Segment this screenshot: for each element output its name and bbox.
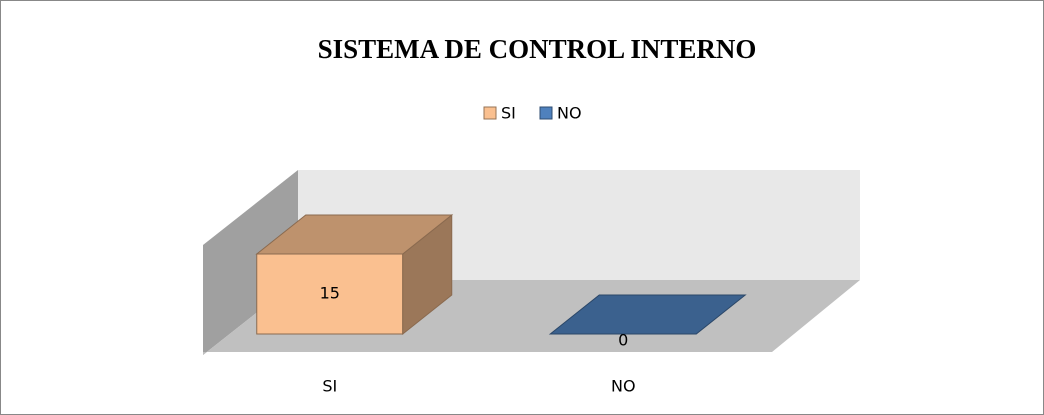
x-tick-label: SI — [322, 377, 337, 396]
value-label: 15 — [320, 284, 340, 303]
x-tick-label: NO — [611, 377, 636, 396]
chart-title: SISTEMA DE CONTROL INTERNO — [318, 34, 757, 64]
bar-top — [548, 294, 747, 335]
bar — [255, 213, 454, 336]
side-wall — [203, 170, 298, 355]
legend-swatch — [483, 106, 497, 120]
bar-top — [255, 214, 454, 255]
legend-label: NO — [557, 104, 582, 123]
bar — [548, 294, 747, 335]
legend-label: SI — [501, 104, 516, 123]
value-label: 0 — [618, 331, 628, 350]
legend-swatch — [539, 106, 553, 120]
